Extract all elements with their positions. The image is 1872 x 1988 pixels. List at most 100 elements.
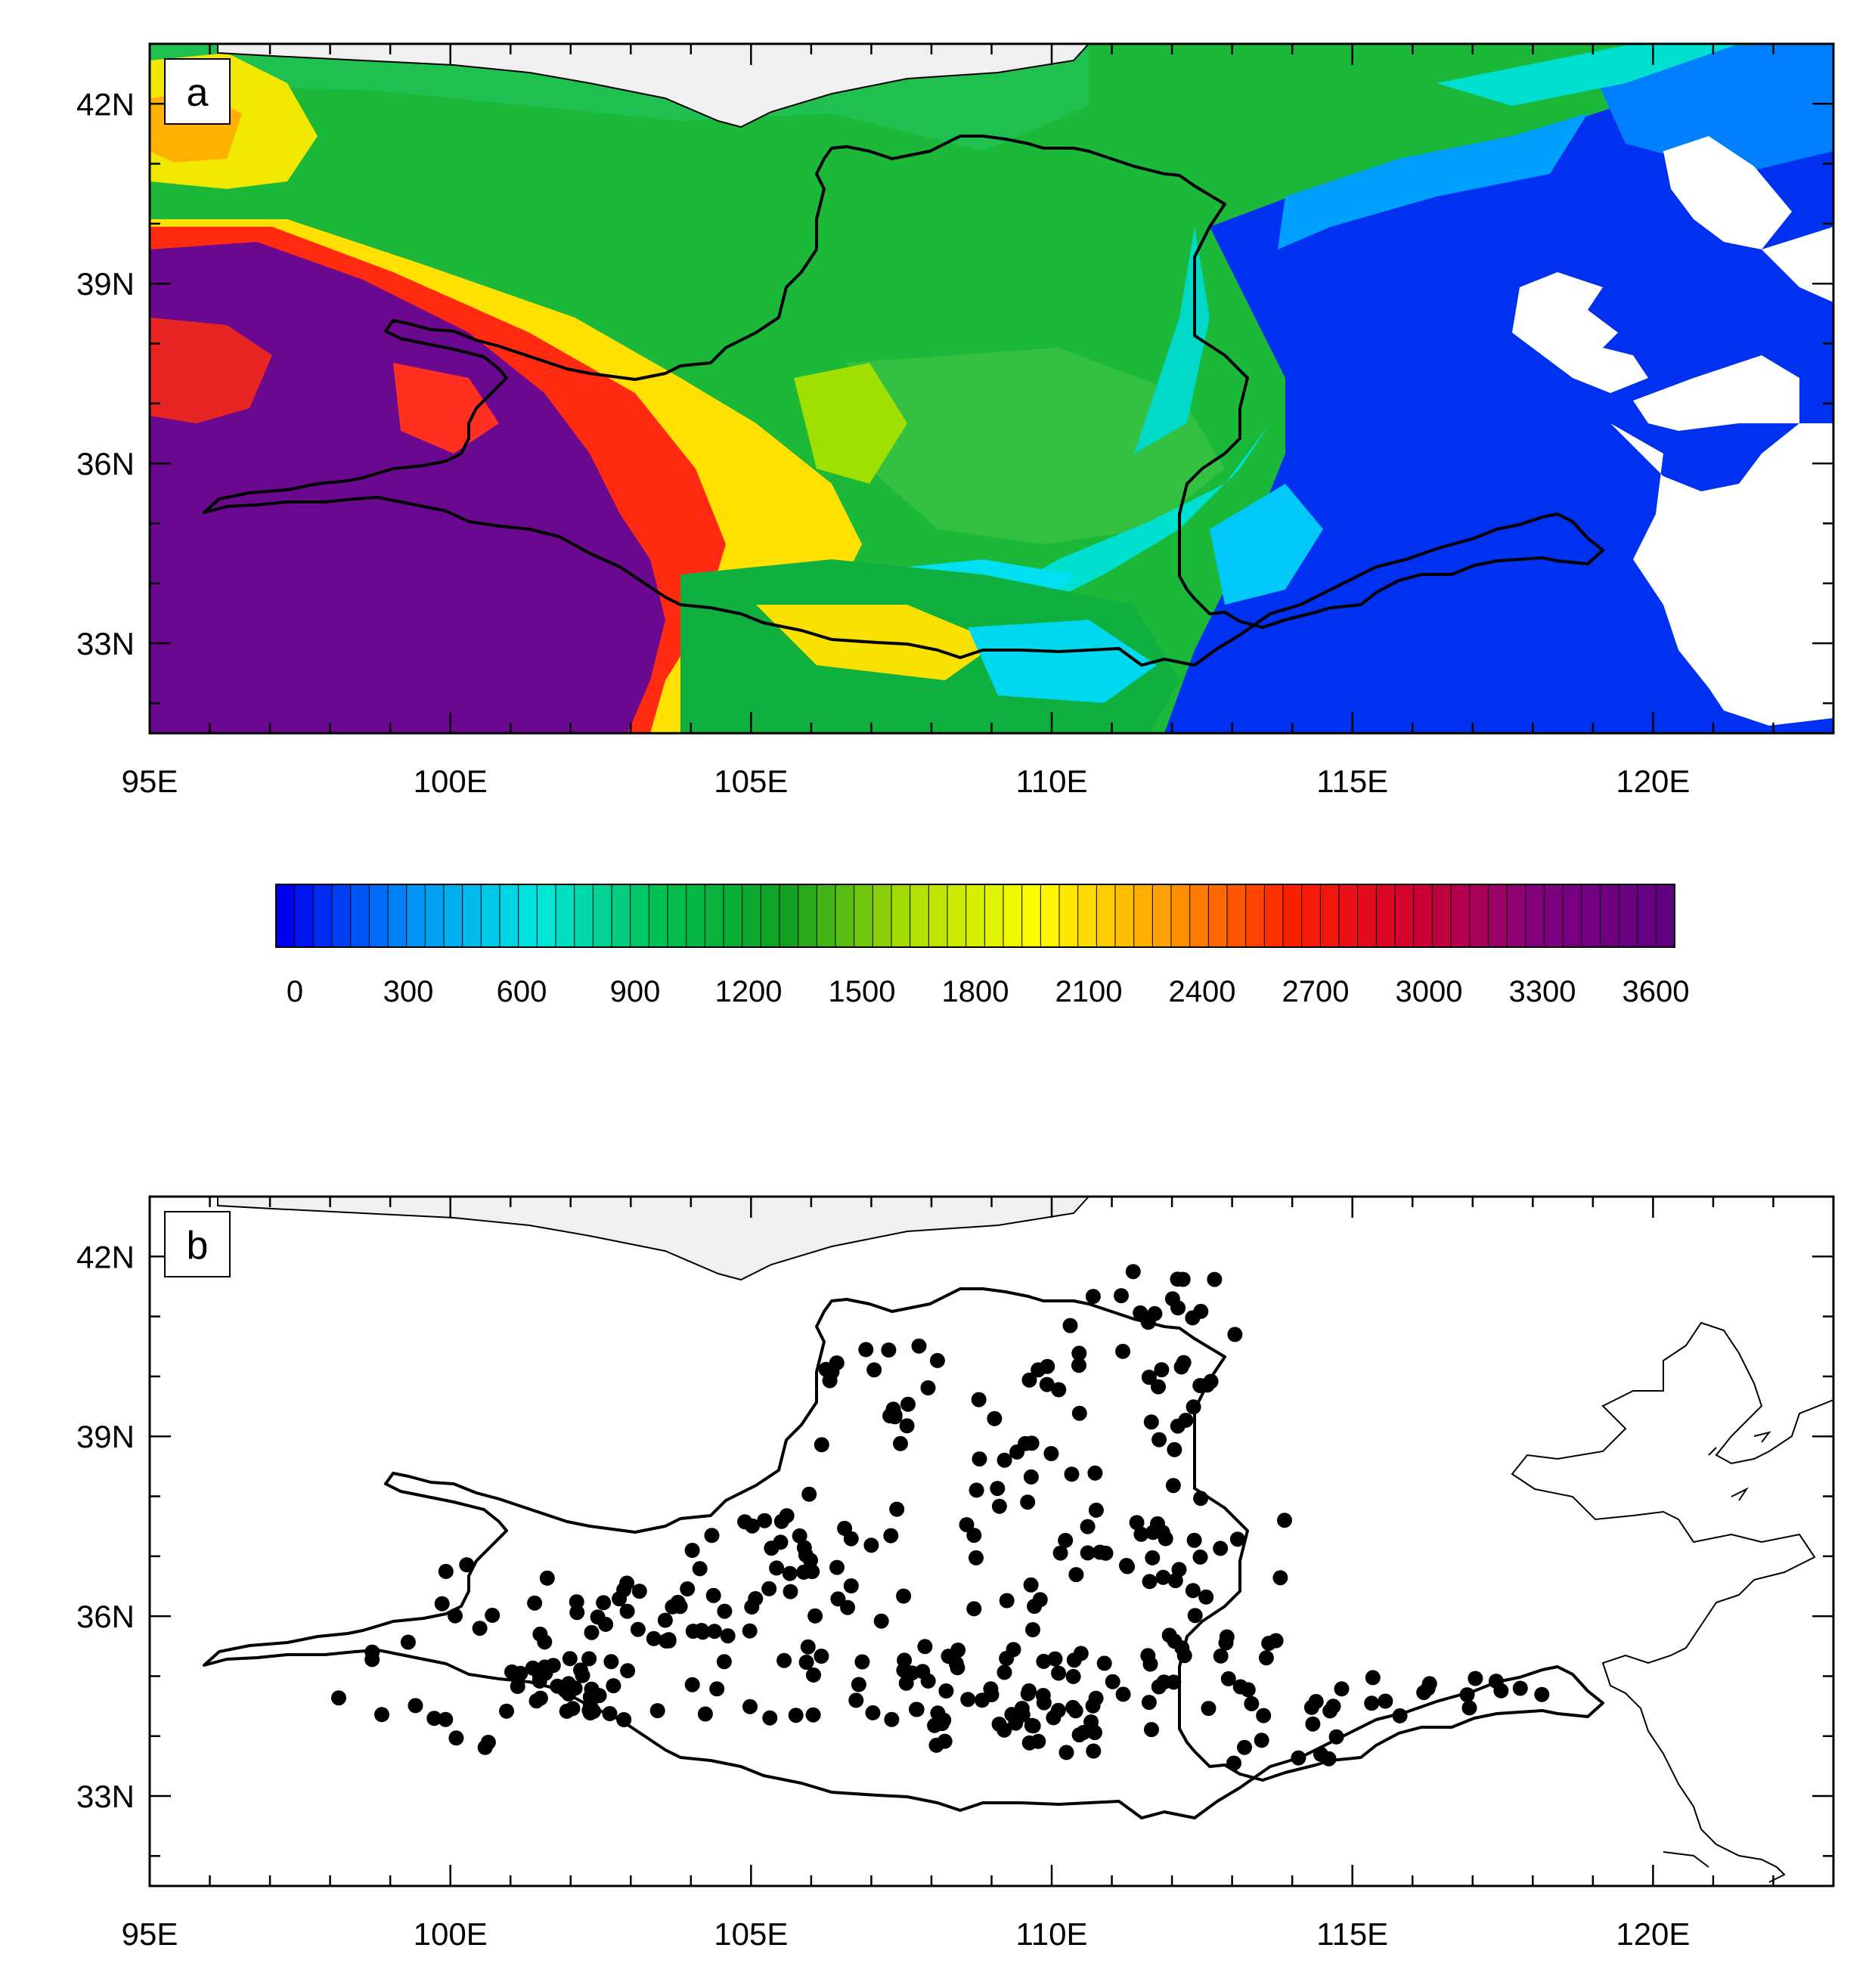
station-dot: [1328, 1729, 1344, 1745]
panel-b: b 95E 100E 105E 110E 115E 120E 42N 39N 36N 33N: [76, 1195, 1835, 1952]
station-dot: [1047, 1651, 1063, 1667]
station-dot: [1154, 1362, 1170, 1378]
colorbar-cell: [1151, 884, 1173, 948]
station-dot: [1218, 1635, 1234, 1651]
panel-b-y-tick-labels: 42N 39N 36N 33N: [76, 1239, 135, 1814]
colorbar-cell: [1263, 884, 1285, 948]
x-tick-label: 120E: [1616, 1916, 1690, 1952]
colorbar-cell: [1040, 884, 1061, 948]
colorbar-cell: [1525, 884, 1545, 948]
station-dot: [883, 1528, 899, 1544]
colorbar-cell: [518, 884, 538, 948]
station-dot: [603, 1654, 619, 1670]
station-dot: [889, 1501, 905, 1517]
colorbar-cell: [1245, 884, 1266, 948]
station-dot: [591, 1688, 607, 1704]
station-dot: [1151, 1379, 1166, 1395]
station-dot: [1277, 1513, 1292, 1528]
station-dot: [1512, 1680, 1528, 1696]
station-dot: [1226, 1755, 1241, 1771]
station-dot: [1024, 1717, 1040, 1733]
station-dot: [1240, 1682, 1256, 1698]
station-dot: [438, 1563, 454, 1579]
colorbar-cell: [1431, 884, 1452, 948]
station-dot: [966, 1601, 982, 1617]
station-dot: [1170, 1300, 1186, 1316]
panel-a-letter: a: [187, 71, 209, 115]
station-dot: [448, 1730, 464, 1746]
station-dot: [920, 1380, 936, 1395]
colorbar-cell: [910, 884, 930, 948]
station-dot: [1151, 1679, 1167, 1695]
station-dot: [499, 1703, 514, 1719]
colorbar-cell: [1581, 884, 1601, 948]
panel-b-x-tick-labels: 95E 100E 105E 110E 115E 120E: [122, 1916, 1691, 1952]
station-dot: [697, 1706, 713, 1722]
colorbar-cell: [928, 884, 949, 948]
station-dot: [1322, 1703, 1338, 1719]
colorbar-cell: [1469, 884, 1489, 948]
x-tick-label: 115E: [1316, 1916, 1388, 1952]
station-dot: [959, 1517, 975, 1533]
station-dot: [858, 1342, 874, 1358]
station-dot: [969, 1550, 984, 1565]
station-dot: [1052, 1545, 1068, 1561]
station-dot: [1229, 1531, 1245, 1547]
station-dot: [1071, 1358, 1086, 1373]
station-dot: [684, 1677, 700, 1692]
station-dot: [1488, 1674, 1504, 1689]
station-dot: [562, 1651, 578, 1667]
colorbar-cell: [1207, 884, 1229, 948]
colorbar-cells: [275, 884, 1675, 948]
station-dot: [684, 1543, 700, 1558]
station-dot: [896, 1588, 912, 1604]
station-dot: [1187, 1608, 1203, 1624]
station-dot: [659, 1633, 674, 1649]
station-dot: [1313, 1746, 1328, 1762]
station-dot: [1068, 1703, 1083, 1719]
station-dot: [1027, 1599, 1043, 1614]
station-dot: [1058, 1745, 1074, 1760]
station-dot: [848, 1692, 864, 1708]
station-dot: [596, 1595, 612, 1611]
station-dot: [1021, 1683, 1037, 1698]
colorbar-cell: [891, 884, 911, 948]
station-dot: [882, 1408, 898, 1424]
station-dot: [1305, 1716, 1321, 1732]
colorbar-cell: [424, 884, 445, 948]
station-dot: [971, 1392, 987, 1407]
station-dot: [532, 1690, 548, 1706]
station-dot: [1119, 1558, 1134, 1573]
colorbar-tick-labels: 0 300 600 900 1200 1500 1800 2100 2400 2700 3000 33…: [287, 975, 1690, 1008]
x-tick-label: 100E: [414, 1916, 488, 1952]
panel-a: a 95E 100E 105E 110E 115E 120E 42N 39N 36N 33N: [76, 42, 1835, 799]
station-dot: [773, 1534, 789, 1550]
x-tick-label: 95E: [122, 763, 178, 799]
elevation-colorbar: 0 300 600 900 1200 1500 1800 2100 2400 2700 3000 33…: [275, 884, 1690, 1008]
station-dot: [814, 1437, 829, 1453]
station-dot: [1167, 1573, 1183, 1588]
station-dot: [1024, 1435, 1040, 1451]
station-dot: [1143, 1414, 1159, 1430]
station-dot: [742, 1623, 758, 1639]
station-dot: [1201, 1701, 1216, 1717]
station-dot: [1039, 1376, 1055, 1392]
station-dot: [899, 1418, 915, 1434]
station-dot: [1244, 1695, 1260, 1711]
colorbar-cell: [368, 884, 389, 948]
station-dot: [829, 1559, 845, 1575]
station-dot: [1051, 1382, 1067, 1398]
station-dot: [1114, 1288, 1129, 1304]
y-tick-label: 39N: [76, 266, 135, 302]
station-dot: [840, 1599, 856, 1615]
station-dot: [1065, 1668, 1081, 1684]
colorbar-tick-label: 600: [497, 975, 547, 1008]
station-dot: [1115, 1686, 1131, 1702]
colorbar-tick-label: 2400: [1169, 975, 1236, 1008]
stations: [331, 1264, 1550, 1771]
station-dot: [1092, 1544, 1108, 1560]
colorbar-cell: [742, 884, 762, 948]
station-dot: [448, 1608, 463, 1624]
colorbar-cell: [1413, 884, 1433, 948]
